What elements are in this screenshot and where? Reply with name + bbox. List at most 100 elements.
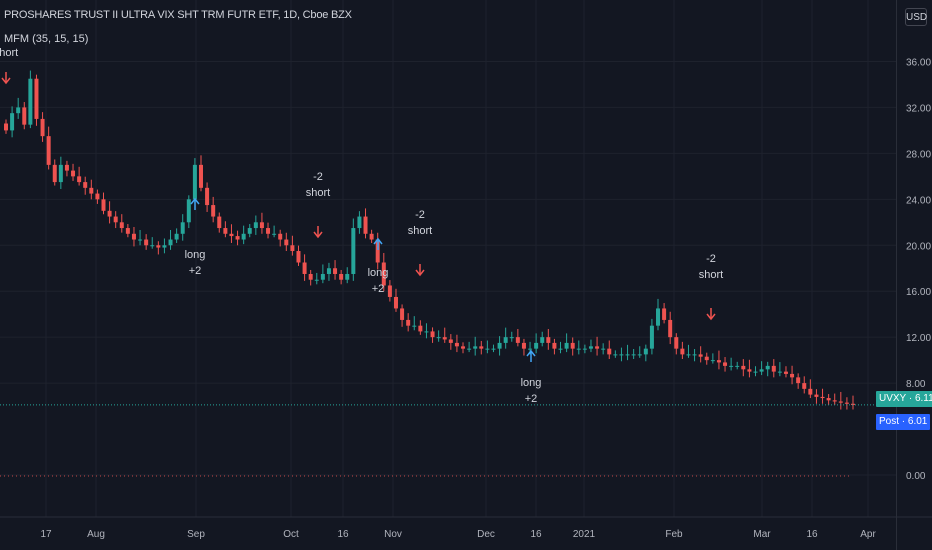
candle-body (381, 262, 386, 286)
candle (211, 196, 216, 223)
candle-body (723, 362, 728, 366)
candle (790, 365, 795, 385)
candle (765, 361, 770, 377)
candle-body (662, 308, 667, 320)
candle (540, 331, 545, 347)
candle (381, 252, 386, 292)
candle-body (625, 354, 630, 356)
candle (156, 241, 161, 255)
candle (649, 318, 654, 355)
candle-body (180, 222, 185, 234)
candle-body (162, 245, 167, 248)
signal-arrowhead-up (190, 197, 200, 205)
candle-body (747, 369, 752, 372)
candle-body (552, 342, 557, 349)
candle (229, 224, 234, 243)
candle-body (509, 337, 514, 339)
candle-body (198, 164, 203, 188)
candle-body (156, 245, 161, 248)
time-tick-label: 2021 (573, 529, 596, 540)
candle (198, 155, 203, 192)
indicator-label[interactable]: MFM (35, 15, 15) (4, 33, 89, 45)
candle (83, 176, 88, 195)
currency-button[interactable]: USD (905, 8, 927, 26)
candle-body (339, 273, 344, 280)
candle-body (113, 216, 118, 223)
candle-body (393, 296, 398, 309)
candle (10, 106, 15, 138)
candle-body (479, 346, 484, 349)
candle-body (406, 319, 411, 326)
candle-body (186, 199, 191, 223)
candle-body (302, 262, 307, 274)
candle-body (808, 388, 813, 395)
candle (503, 327, 508, 349)
candle-body (95, 193, 100, 200)
candle-body (436, 337, 441, 339)
candle-body (686, 354, 691, 356)
candle (412, 316, 417, 331)
time-tick-label: 16 (530, 529, 542, 540)
candle (302, 254, 307, 281)
signal-arrowhead-up (373, 237, 383, 245)
candle-body (320, 273, 325, 280)
candle (71, 163, 76, 181)
candle-body (125, 228, 130, 234)
price-tick-label: 32.00 (906, 103, 931, 114)
candle-body (241, 233, 246, 240)
candle (64, 160, 69, 177)
signal-label: long (185, 249, 206, 261)
candle (783, 366, 788, 378)
candle-body (735, 365, 740, 367)
candle-body (613, 354, 618, 356)
price-tick-label: 16.00 (906, 287, 931, 298)
candle (351, 218, 356, 281)
last-price-badge: UVXY · 6.11 (876, 391, 932, 407)
signal-label: -2 (313, 171, 323, 183)
candle (588, 339, 593, 353)
candle (625, 344, 630, 361)
candle (192, 158, 197, 204)
candle (802, 376, 807, 394)
candle (534, 333, 539, 354)
candle (77, 166, 82, 186)
candle (406, 313, 411, 332)
candle-body (759, 369, 764, 372)
candle (4, 119, 8, 134)
candle-body (326, 268, 331, 274)
candle (643, 344, 648, 362)
candle-body (418, 325, 423, 332)
signal-arrowhead-down (313, 231, 323, 239)
signal-arrowhead-up (526, 349, 536, 357)
price-tick-label: 12.00 (906, 333, 931, 344)
candle-body (363, 216, 368, 234)
candle (144, 234, 149, 250)
candle-body (357, 216, 362, 229)
candle-body (290, 245, 295, 252)
candle (223, 221, 228, 238)
price-tick-label: 0.00 (906, 471, 926, 482)
candle (454, 334, 459, 353)
candle-body (692, 354, 697, 356)
candle-body (217, 216, 222, 229)
candle-body (253, 222, 258, 229)
candle-body (497, 342, 502, 349)
candle-body (284, 239, 289, 246)
candle-body (680, 348, 685, 355)
candle-body (448, 339, 453, 343)
candle-body (674, 337, 679, 349)
candle (46, 126, 51, 170)
candle (777, 362, 782, 377)
candle-body (704, 356, 709, 361)
candle (290, 235, 295, 256)
signal-arrowhead-down (415, 269, 425, 277)
candle (479, 340, 484, 355)
candle (138, 229, 143, 246)
candle (704, 352, 709, 365)
candle-body (588, 346, 593, 349)
candle-body (777, 371, 782, 373)
candle-body (619, 354, 624, 356)
candle (558, 341, 563, 354)
